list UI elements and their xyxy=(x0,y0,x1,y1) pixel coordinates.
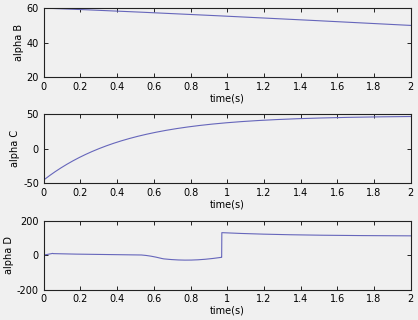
Y-axis label: alpha B: alpha B xyxy=(14,24,24,61)
X-axis label: time(s): time(s) xyxy=(210,93,245,103)
Y-axis label: alpha D: alpha D xyxy=(4,236,14,274)
X-axis label: time(s): time(s) xyxy=(210,200,245,210)
Y-axis label: alpha C: alpha C xyxy=(10,130,20,167)
X-axis label: time(s): time(s) xyxy=(210,306,245,316)
